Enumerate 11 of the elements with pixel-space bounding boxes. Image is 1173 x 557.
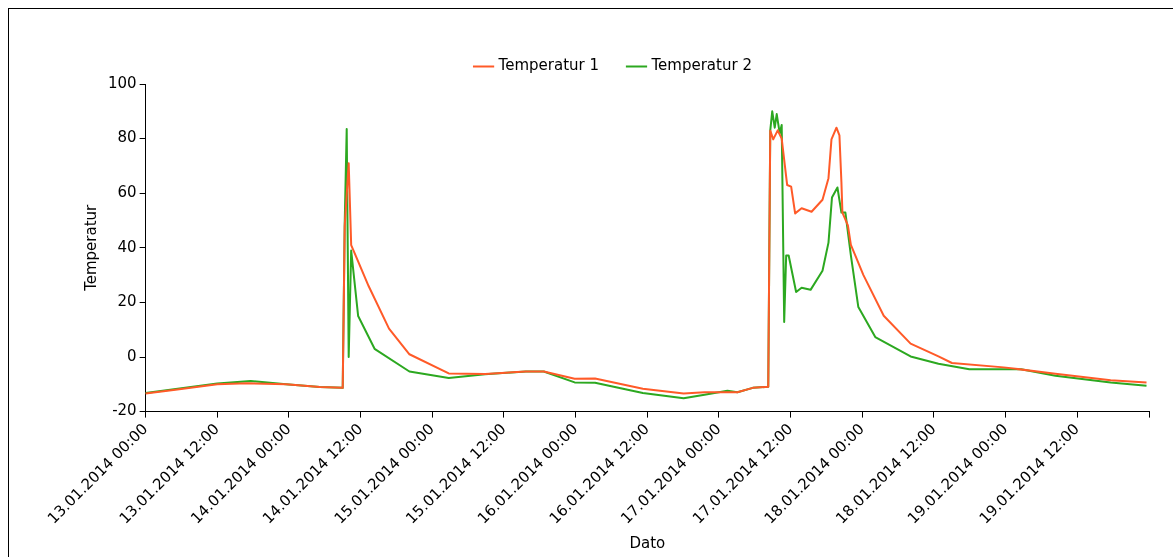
y-tick-label: 100 [107, 73, 137, 92]
y-tick-label: -20 [112, 401, 137, 420]
legend-label: Temperatur 1 [497, 56, 600, 75]
y-tick-label: 60 [117, 183, 137, 202]
x-axis-title: Dato [629, 533, 666, 552]
y-tick-label: 80 [117, 128, 137, 147]
y-tick-label: 20 [117, 292, 137, 311]
y-axis-title: Temperatur [81, 203, 100, 292]
y-tick-label: 40 [117, 237, 137, 256]
y-tick-label: 0 [127, 346, 137, 365]
legend-label: Temperatur 2 [650, 56, 752, 75]
